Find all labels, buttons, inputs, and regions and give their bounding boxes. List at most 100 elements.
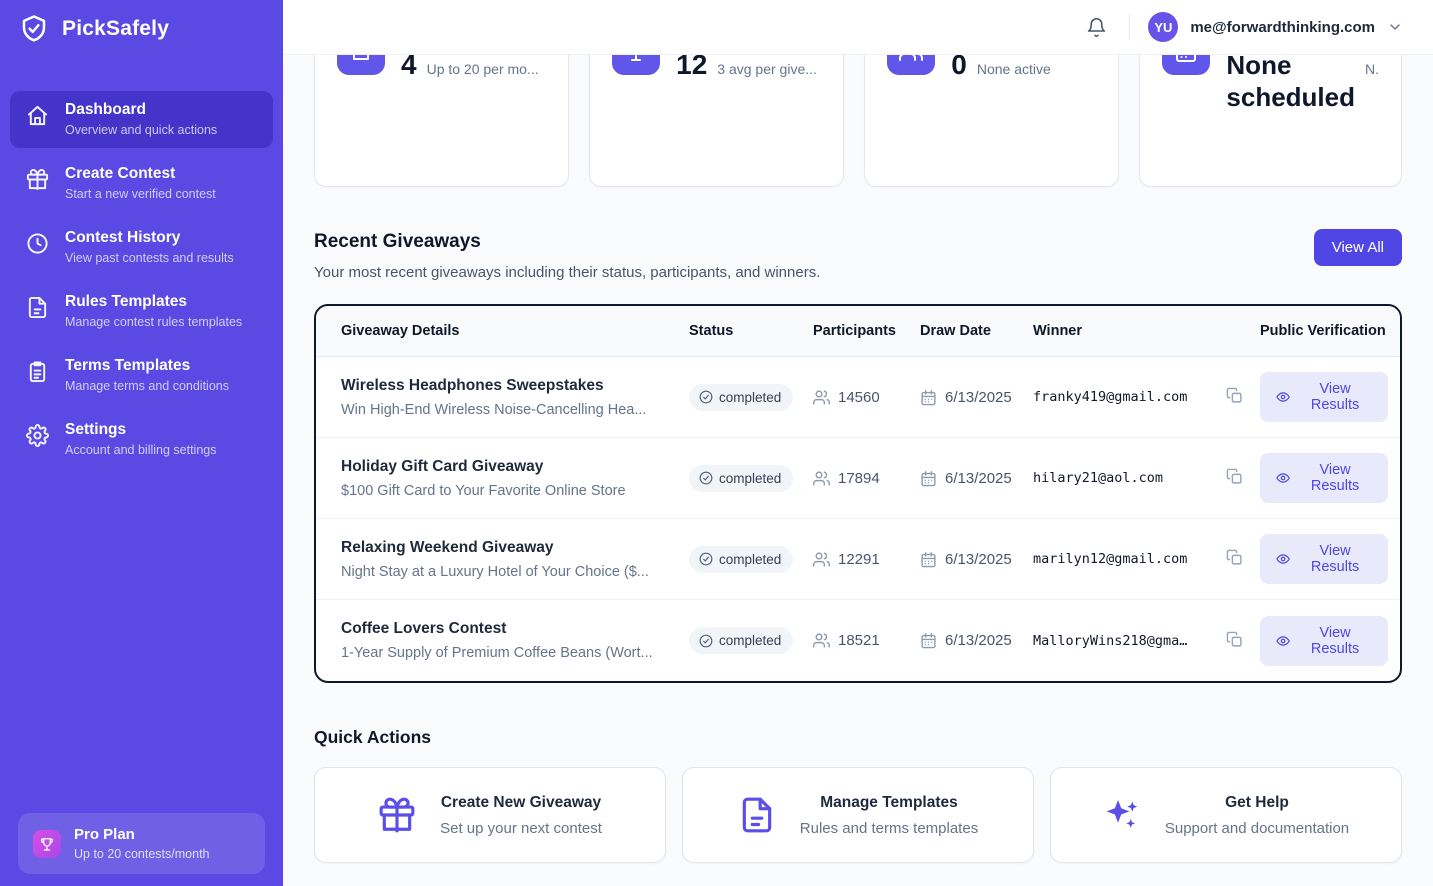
gear-icon [26, 424, 50, 448]
winner-email: marilyn12@gmail.com [1033, 551, 1188, 567]
table-row: Relaxing Weekend Giveaway Night Stay at … [316, 519, 1400, 600]
gift-icon [26, 168, 50, 192]
giveaway-desc: Win High-End Wireless Noise-Cancelling H… [341, 401, 647, 418]
users-icon [813, 389, 830, 405]
participants-count: 17894 [813, 470, 912, 487]
status-badge: completed [689, 627, 794, 654]
dashboard-content: 4 Up to 20 per mo... 12 3 avg per give..… [283, 55, 1433, 886]
topbar: YU me@forwardthinking.com [283, 0, 1433, 55]
view-results-button[interactable]: View Results [1260, 615, 1388, 666]
account-menu[interactable]: YU me@forwardthinking.com [1148, 12, 1403, 42]
sidebar-item-rules-templates[interactable]: Rules Templates Manage contest rules tem… [10, 283, 273, 340]
copy-icon [1226, 468, 1242, 484]
giveaway-desc: 1-Year Supply of Premium Coffee Beans (W… [341, 645, 653, 661]
document-icon [26, 296, 50, 320]
giveaway-title: Relaxing Weekend Giveaway [341, 538, 554, 556]
quick-action-title: Get Help [1225, 793, 1289, 811]
eye-icon [1276, 392, 1290, 402]
winner-email: hilary21@aol.com [1033, 470, 1164, 486]
chevron-down-icon [1390, 24, 1400, 30]
winner-email: franky419@gmail.com [1033, 389, 1188, 405]
participants-count: 14560 [813, 389, 912, 406]
sidebar-item-label: Dashboard [65, 101, 146, 118]
users-icon [813, 470, 830, 486]
section-title: Recent Giveaways [314, 231, 481, 252]
users-icon [813, 633, 830, 648]
table-header-row: Giveaway Details Status Participants Dra… [316, 306, 1400, 357]
copy-button[interactable] [1224, 387, 1244, 407]
sidebar-item-terms-templates[interactable]: Terms Templates Manage terms and conditi… [10, 347, 273, 404]
col-winner: Winner [1033, 323, 1083, 339]
sidebar-item-dashboard[interactable]: Dashboard Overview and quick actions [10, 91, 273, 148]
view-results-button[interactable]: View Results [1260, 453, 1388, 503]
col-draw-date: Draw Date [920, 323, 991, 339]
giveaway-title: Coffee Lovers Contest [341, 620, 507, 637]
table-row: Wireless Headphones Sweepstakes Win High… [316, 357, 1400, 438]
topbar-divider [1129, 14, 1131, 40]
trophy-icon [612, 55, 661, 75]
calendar-icon [921, 389, 936, 405]
stat-subtitle: 3 avg per give... [717, 61, 817, 77]
col-giveaway-details: Giveaway Details [341, 323, 460, 339]
account-email: me@forwardthinking.com [1190, 18, 1375, 36]
sidebar-item-label: Contest History [65, 229, 181, 246]
check-circle-icon [699, 390, 713, 404]
quick-action-create-giveaway[interactable]: Create New Giveaway Set up your next con… [314, 767, 666, 863]
clock-icon [26, 232, 50, 256]
calendar-icon [1162, 55, 1211, 75]
stat-value: 4 [401, 55, 417, 80]
quick-action-desc: Set up your next contest [440, 819, 602, 837]
quick-action-title: Create New Giveaway [440, 793, 602, 811]
stat-card-winners: 12 3 avg per give... [589, 55, 845, 187]
quick-action-manage-templates[interactable]: Manage Templates Rules and terms templat… [682, 767, 1034, 863]
stat-card-active: 0 None active [864, 55, 1120, 187]
col-participants: Participants [813, 323, 896, 339]
view-all-button[interactable]: View All [1313, 229, 1402, 266]
stat-card-contests: 4 Up to 20 per mo... [314, 55, 570, 187]
view-results-button[interactable]: View Results [1260, 372, 1388, 422]
document-icon [738, 796, 776, 834]
calendar-icon [921, 470, 936, 486]
quick-action-get-help[interactable]: Get Help Support and documentation [1050, 767, 1402, 863]
sidebar-item-label: Terms Templates [65, 357, 191, 374]
sidebar-item-settings[interactable]: Settings Account and billing settings [10, 411, 273, 468]
sidebar-item-desc: Manage terms and conditions [65, 379, 229, 393]
copy-icon [1226, 631, 1242, 647]
bell-icon [1087, 17, 1106, 37]
app-logo: PickSafely [0, 0, 283, 55]
sidebar-item-desc: Manage contest rules templates [65, 315, 243, 329]
sidebar-item-desc: View past contests and results [65, 251, 234, 265]
sidebar-item-create-contest[interactable]: Create Contest Start a new verified cont… [10, 155, 273, 212]
notifications-button[interactable] [1079, 10, 1113, 44]
eye-icon [1276, 473, 1290, 483]
trophy-icon [33, 829, 61, 858]
copy-button[interactable] [1224, 631, 1244, 651]
home-icon [26, 104, 50, 128]
stat-card-scheduled: None scheduled N. [1139, 55, 1402, 187]
table-row: Coffee Lovers Contest 1-Year Supply of P… [316, 600, 1400, 681]
users-icon [887, 55, 936, 75]
sidebar-nav: Dashboard Overview and quick actions Cre… [0, 55, 283, 475]
participants-count: 18521 [813, 632, 912, 649]
sidebar-item-desc: Overview and quick actions [65, 123, 218, 137]
view-results-button[interactable]: View Results [1260, 534, 1388, 584]
shield-check-icon [17, 12, 50, 45]
table-row: Holiday Gift Card Giveaway $100 Gift Car… [316, 438, 1400, 519]
copy-button[interactable] [1224, 549, 1244, 569]
stat-value: 12 [676, 55, 708, 80]
plan-badge: Pro Plan Up to 20 contests/month [18, 813, 265, 874]
sidebar-item-contest-history[interactable]: Contest History View past contests and r… [10, 219, 273, 276]
sidebar-item-desc: Account and billing settings [65, 443, 217, 457]
recent-giveaways-header: Recent Giveaways Your most recent giveaw… [314, 229, 1402, 281]
copy-button[interactable] [1224, 468, 1244, 488]
copy-icon [1226, 387, 1242, 403]
copy-icon [1226, 549, 1242, 565]
gift-icon [378, 796, 416, 834]
giveaway-desc: $100 Gift Card to Your Favorite Online S… [341, 482, 626, 499]
giveaway-title: Wireless Headphones Sweepstakes [341, 376, 604, 394]
status-badge: completed [689, 545, 794, 573]
sidebar-item-label: Create Contest [65, 165, 176, 182]
draw-date: 6/13/2025 [920, 551, 1025, 568]
participants-count: 12291 [813, 551, 912, 568]
